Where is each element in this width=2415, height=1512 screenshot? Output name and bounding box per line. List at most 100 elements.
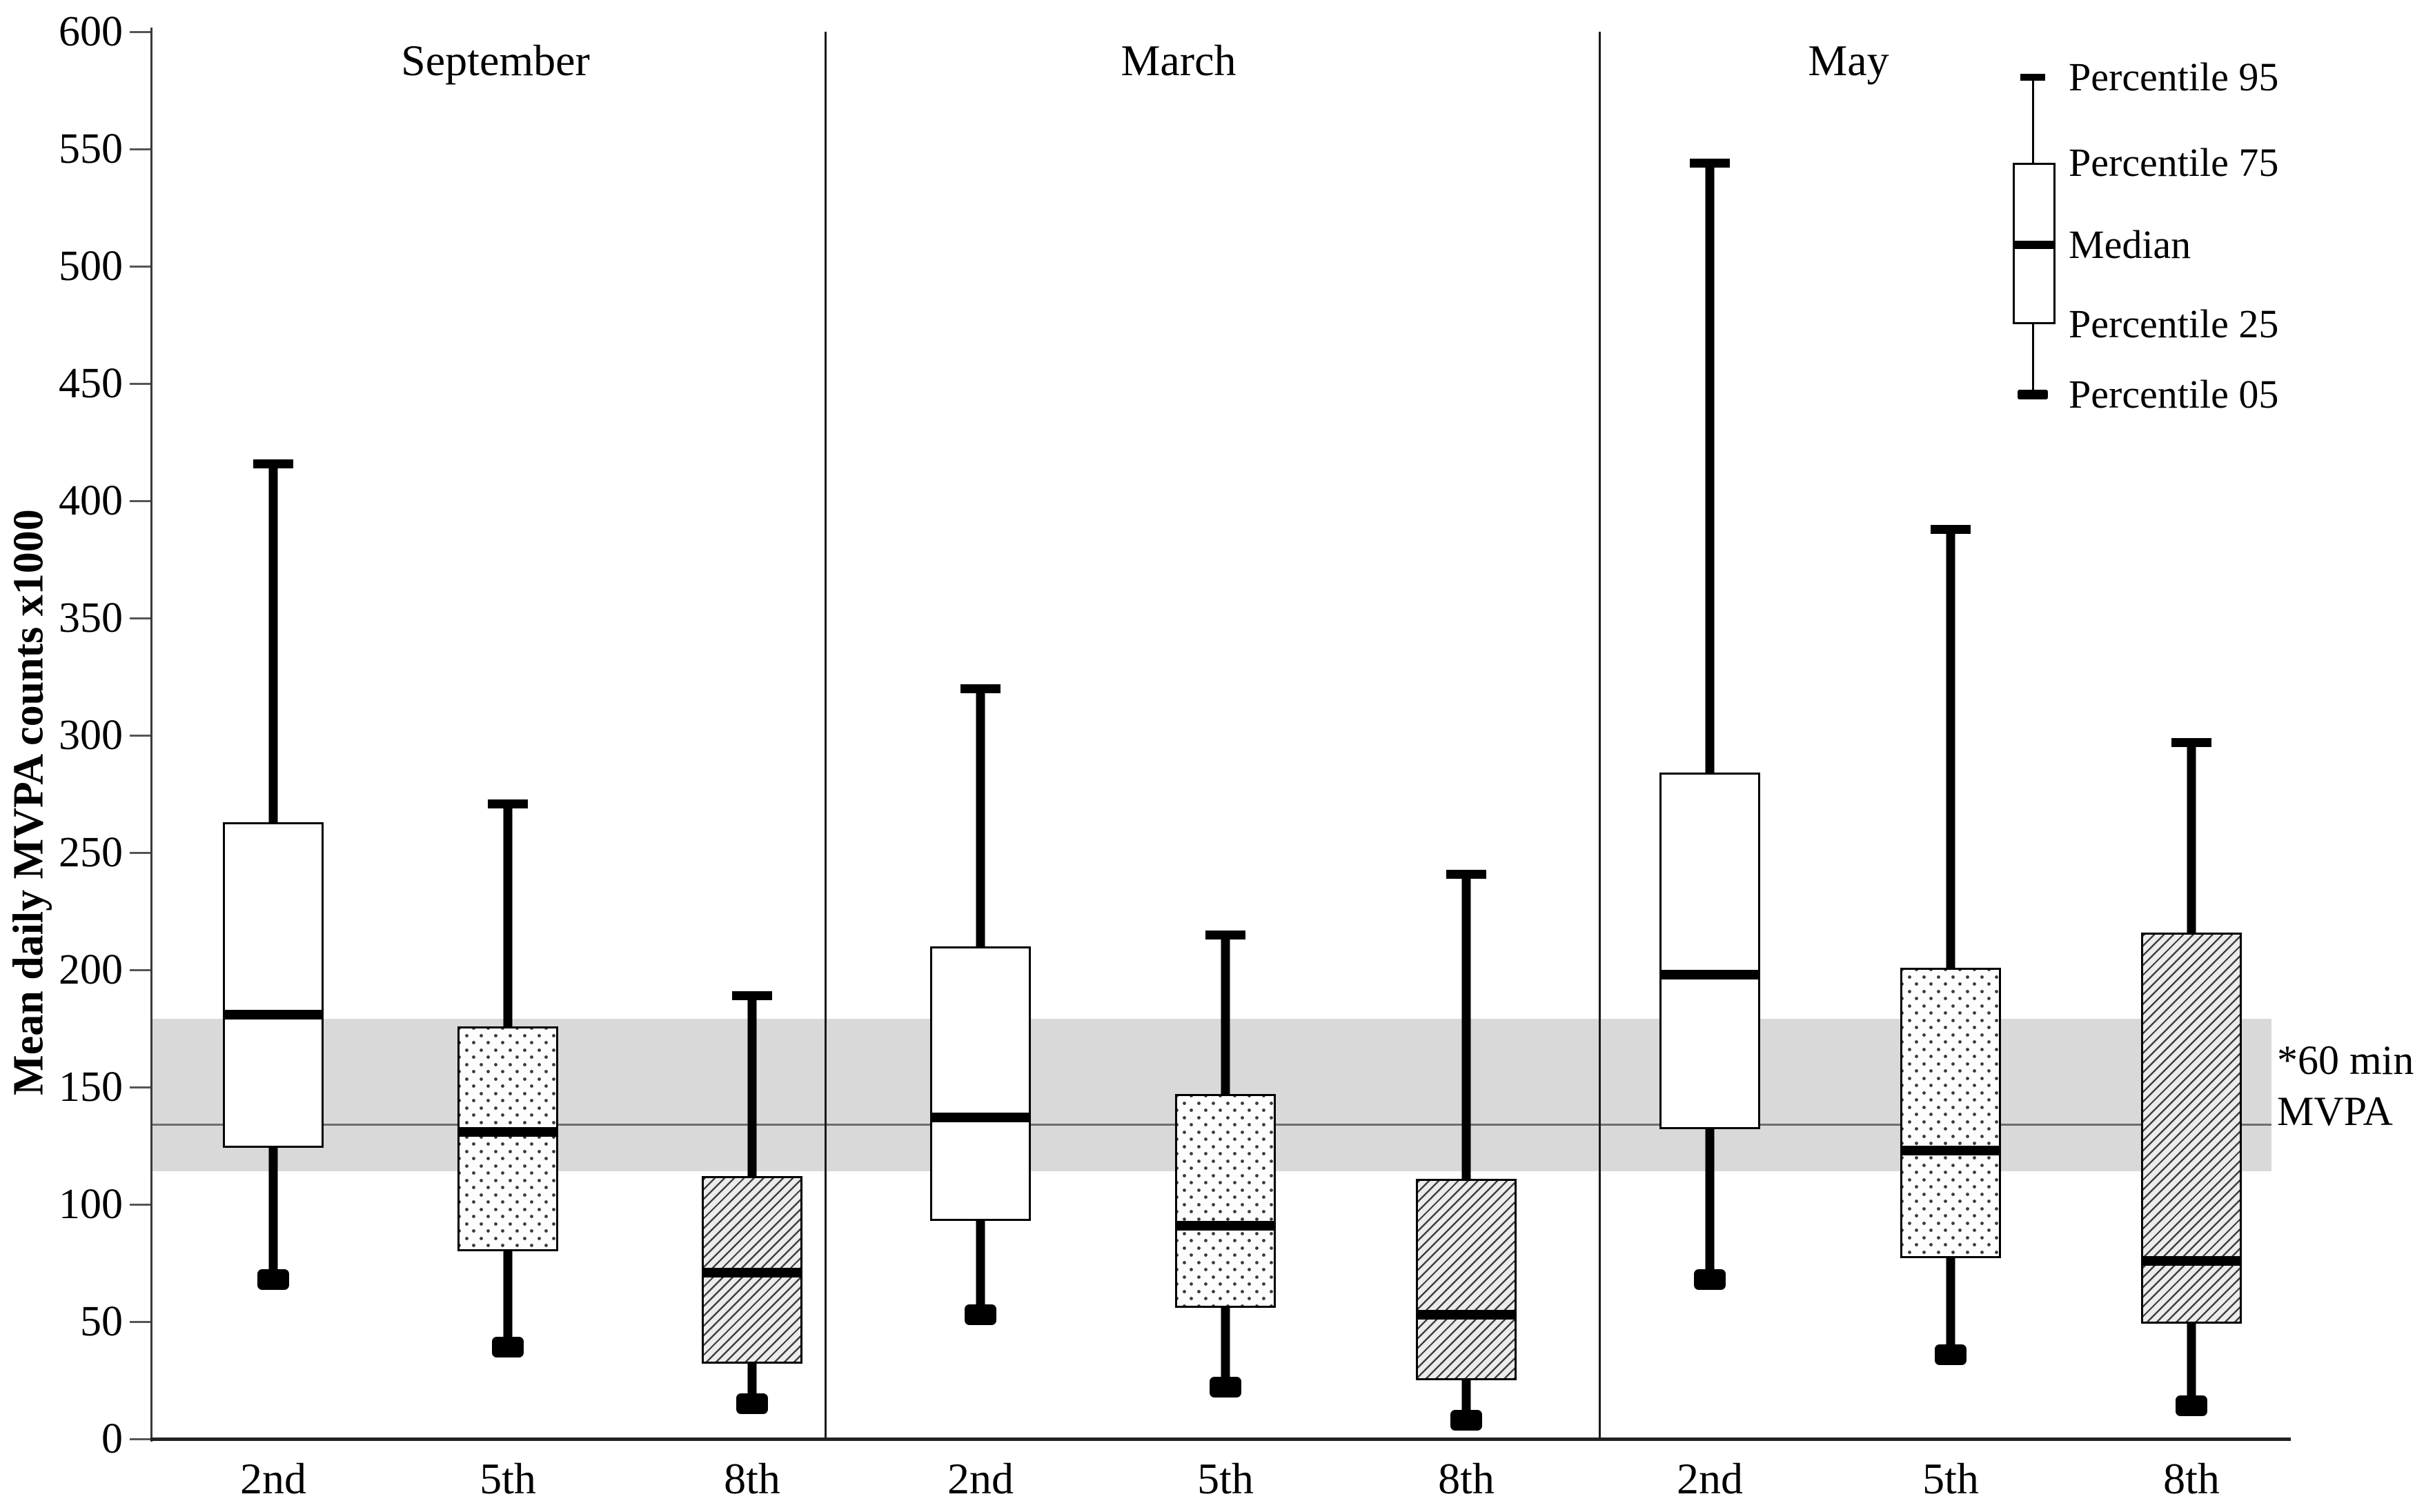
legend-p95-tick: [2020, 74, 2045, 81]
x-axis-label: 2nd: [947, 1454, 1014, 1503]
upper-whisker: [1461, 873, 1471, 1179]
y-axis-tick-label: 50: [80, 1298, 123, 1345]
lower-whisker: [1221, 1307, 1230, 1388]
y-axis-tick: [130, 735, 152, 737]
y-axis-tick: [130, 31, 152, 33]
legend-p05-tick: [2018, 390, 2048, 399]
y-axis-line: [150, 28, 152, 1442]
p95-cap: [1931, 524, 1971, 534]
y-axis-tick-label: 100: [59, 1181, 123, 1228]
y-axis-tick-label: 350: [59, 595, 123, 641]
p05-cap: [2176, 1395, 2207, 1417]
p95-cap: [732, 991, 772, 1001]
p95-cap: [960, 684, 1000, 693]
iqr-box: [457, 1026, 558, 1251]
p95-cap: [488, 799, 528, 808]
p95-cap: [2171, 738, 2211, 748]
median-line: [223, 1009, 324, 1019]
median-line: [930, 1113, 1031, 1123]
legend-label: Percentile 95: [2069, 54, 2279, 99]
x-axis-label: 5th: [1922, 1454, 1979, 1503]
p05-cap: [1450, 1409, 1482, 1431]
y-axis-tick-label: 600: [59, 8, 123, 55]
y-axis-tick: [130, 148, 152, 150]
p05-cap: [736, 1393, 768, 1414]
iqr-box: [223, 822, 324, 1148]
y-axis-tick-label: 450: [59, 360, 123, 407]
p95-cap: [1205, 931, 1245, 939]
p05-cap: [965, 1304, 996, 1325]
iqr-box: [1900, 967, 2001, 1259]
legend-label: Median: [2069, 222, 2191, 267]
median-line: [702, 1267, 802, 1277]
upper-whisker: [1705, 163, 1715, 773]
y-axis-tick: [130, 1438, 152, 1440]
y-axis-tick-label: 200: [59, 946, 123, 993]
reference-band-label-line1: *60 min: [2277, 1037, 2414, 1083]
legend-label: Percentile 25: [2069, 301, 2279, 346]
x-axis-label: 8th: [2163, 1454, 2220, 1503]
y-axis-tick: [130, 1204, 152, 1206]
x-axis-label: 2nd: [1677, 1454, 1743, 1503]
iqr-box: [930, 946, 1031, 1221]
y-axis-tick: [130, 383, 152, 385]
p05-cap: [1694, 1269, 1726, 1290]
y-axis-tick-label: 400: [59, 477, 123, 524]
upper-whisker: [268, 463, 278, 822]
p95-cap: [253, 459, 293, 468]
x-axis-label: 5th: [480, 1454, 536, 1503]
p05-cap: [1210, 1377, 1241, 1398]
upper-whisker: [503, 803, 513, 1026]
x-axis-label: 5th: [1197, 1454, 1254, 1503]
panel-divider: [1599, 32, 1601, 1439]
lower-whisker: [2187, 1324, 2196, 1406]
y-axis-tick-label: 550: [59, 126, 123, 172]
y-axis-tick: [130, 266, 152, 268]
y-axis-tick-label: 500: [59, 243, 123, 290]
lower-whisker: [268, 1148, 278, 1280]
x-axis-label: 2nd: [240, 1454, 306, 1503]
p95-cap: [1446, 869, 1486, 879]
panel-title: March: [1121, 36, 1236, 85]
y-axis-tick: [130, 852, 152, 854]
upper-whisker: [976, 688, 985, 946]
panel-divider: [825, 32, 827, 1439]
median-line: [1416, 1309, 1517, 1320]
median-line: [1175, 1220, 1276, 1231]
y-axis-tick: [130, 500, 152, 502]
lower-whisker: [1946, 1258, 1955, 1355]
p05-cap: [492, 1337, 524, 1358]
reference-band-label-line2: MVPA: [2277, 1088, 2393, 1134]
p05-cap: [1935, 1344, 1966, 1365]
x-axis-label: 8th: [724, 1454, 780, 1503]
median-line: [2141, 1255, 2242, 1266]
upper-whisker: [1221, 935, 1230, 1095]
iqr-box: [1175, 1094, 1276, 1308]
p05-cap: [257, 1269, 289, 1290]
median-line: [1659, 969, 1760, 979]
panel-title: May: [1808, 36, 1889, 85]
x-axis-label: 8th: [1438, 1454, 1495, 1503]
y-axis-tick: [130, 1321, 152, 1323]
iqr-box: [1659, 773, 1760, 1130]
y-axis-tick-label: 300: [59, 712, 123, 759]
upper-whisker: [2187, 742, 2196, 933]
x-axis-baseline: [150, 1438, 2291, 1441]
median-line: [1900, 1145, 2001, 1155]
upper-whisker: [1946, 528, 1955, 968]
lower-whisker: [1705, 1129, 1715, 1280]
median-line: [457, 1126, 558, 1137]
iqr-box: [1416, 1178, 1517, 1380]
legend-label: Percentile 75: [2069, 140, 2279, 185]
reference-band-label: *60 min MVPA: [2277, 1035, 2414, 1137]
y-axis-tick: [130, 969, 152, 971]
legend-label: Percentile 05: [2069, 372, 2279, 417]
legend-median-mark: [2013, 241, 2056, 249]
lower-whisker: [503, 1251, 513, 1348]
lower-whisker: [976, 1220, 985, 1315]
y-axis-tick: [130, 617, 152, 619]
panel-title: September: [401, 36, 590, 85]
p95-cap: [1690, 159, 1730, 168]
upper-whisker: [747, 995, 757, 1177]
